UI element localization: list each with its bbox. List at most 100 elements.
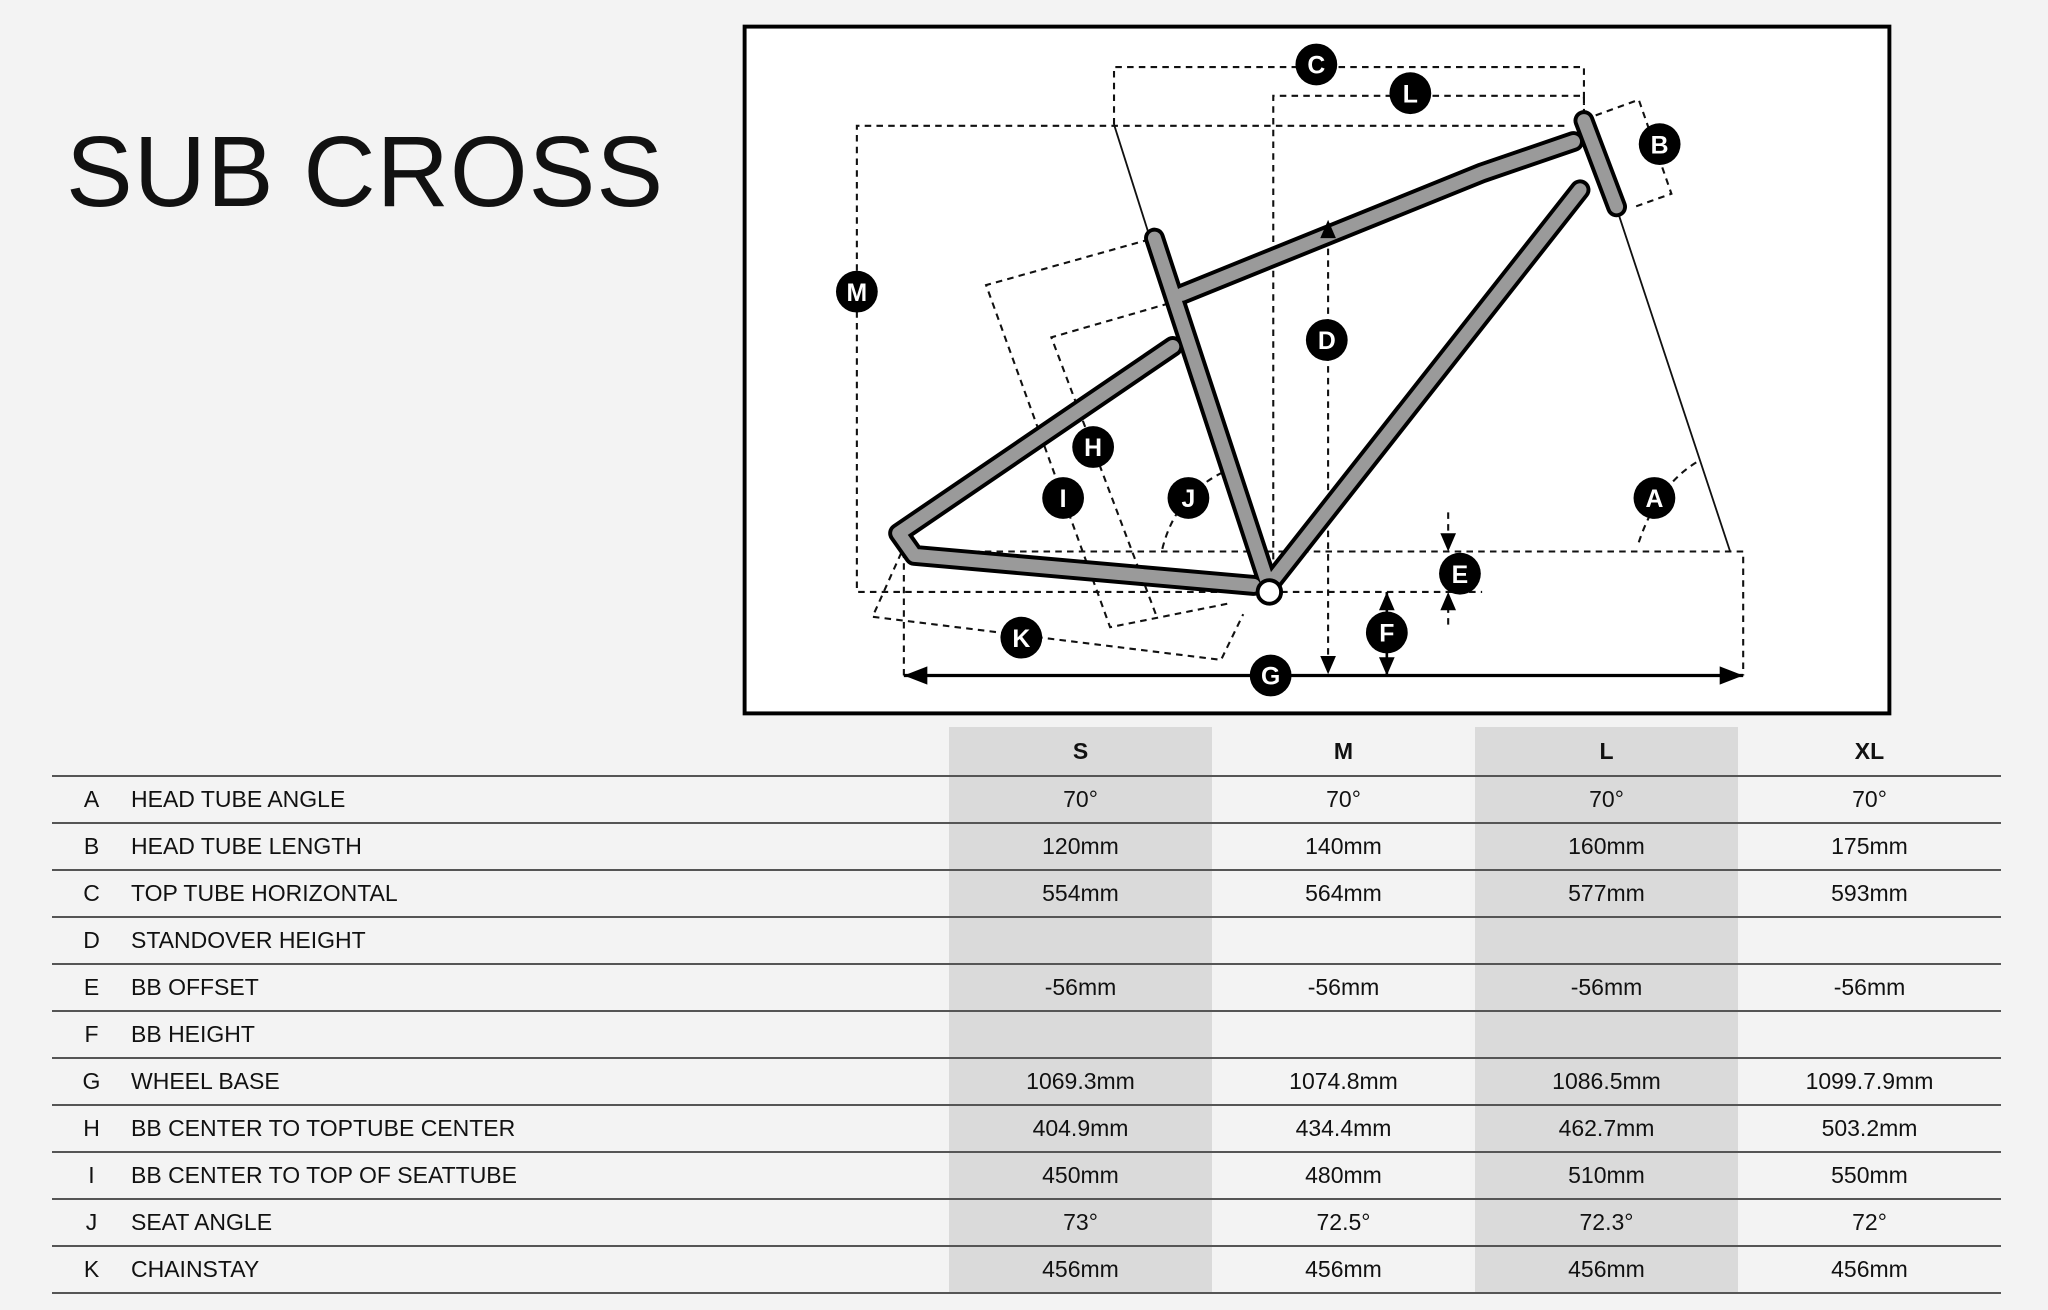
row-value: 70°: [949, 776, 1212, 824]
row-letter: G: [52, 1058, 131, 1106]
row-value: 456mm: [1475, 1246, 1738, 1294]
marker-j: J: [1167, 477, 1210, 519]
row-letter: J: [52, 1199, 131, 1247]
marker-b: B: [1638, 123, 1681, 166]
row-label: STANDOVER HEIGHT: [131, 917, 949, 965]
row-label: WHEEL BASE: [131, 1058, 949, 1106]
row-value: [1212, 1011, 1475, 1059]
row-value: 1099.7.9mm: [1738, 1058, 2001, 1106]
table-row: H BB CENTER TO TOPTUBE CENTER 404.9mm 434.4…: [52, 1105, 2001, 1153]
row-letter: E: [52, 964, 131, 1012]
row-label: CHAINSTAY: [131, 1246, 949, 1294]
table-row: G WHEEL BASE 1069.3mm 1074.8mm 1086.5mm 1099.…: [52, 1058, 2001, 1106]
row-value: 140mm: [1212, 823, 1475, 871]
row-value: [949, 917, 1212, 965]
size-header-s: S: [949, 727, 1212, 777]
table-row: E BB OFFSET -56mm -56mm -56mm -56mm: [52, 964, 2001, 1012]
table-row: I BB CENTER TO TOP OF SEATTUBE 450mm 480mm 5…: [52, 1152, 2001, 1200]
marker-f: F: [1365, 611, 1408, 654]
svg-text:M: M: [847, 280, 868, 307]
row-value: 450mm: [949, 1152, 1212, 1200]
row-value: [1738, 1011, 2001, 1059]
marker-k: K: [1000, 616, 1043, 659]
svg-text:D: D: [1318, 328, 1336, 355]
row-value: -56mm: [1212, 964, 1475, 1012]
table-row: C TOP TUBE HORIZONTAL 554mm 564mm 577mm 593mm: [52, 870, 2001, 918]
size-header-m: M: [1212, 727, 1475, 777]
row-value: 462.7mm: [1475, 1105, 1738, 1153]
row-value: [1475, 1011, 1738, 1059]
row-value: [949, 1011, 1212, 1059]
marker-c: C: [1295, 43, 1338, 86]
table-row: D STANDOVER HEIGHT: [52, 917, 2001, 965]
row-value: 175mm: [1738, 823, 2001, 871]
size-header-xl: XL: [1738, 727, 2001, 777]
svg-text:C: C: [1307, 53, 1325, 80]
row-value: 480mm: [1212, 1152, 1475, 1200]
marker-e: E: [1439, 552, 1481, 595]
svg-text:F: F: [1379, 621, 1394, 648]
table-row: B HEAD TUBE LENGTH 120mm 140mm 160mm 175mm: [52, 823, 2001, 871]
table-row: K CHAINSTAY 456mm 456mm 456mm 456mm: [52, 1246, 2001, 1294]
row-value: 554mm: [949, 870, 1212, 918]
row-value: -56mm: [1738, 964, 2001, 1012]
row-value: 160mm: [1475, 823, 1738, 871]
row-value: 73°: [949, 1199, 1212, 1247]
size-header-l: L: [1475, 727, 1738, 777]
row-value: [1212, 917, 1475, 965]
row-label: HEAD TUBE ANGLE: [131, 776, 949, 824]
row-value: 564mm: [1212, 870, 1475, 918]
row-value: 503.2mm: [1738, 1105, 2001, 1153]
row-label: BB HEIGHT: [131, 1011, 949, 1059]
dimension-lines: [855, 66, 1745, 676]
marker-h: H: [1072, 426, 1115, 468]
row-letter: K: [52, 1246, 131, 1294]
row-value: 70°: [1738, 776, 2001, 824]
dimension-markers: C L B M D H I J A E F K G: [835, 43, 1681, 697]
svg-text:E: E: [1452, 562, 1469, 589]
svg-text:L: L: [1403, 81, 1418, 108]
row-value: 1069.3mm: [949, 1058, 1212, 1106]
svg-text:B: B: [1651, 132, 1669, 159]
svg-text:G: G: [1261, 664, 1280, 691]
marker-d: D: [1305, 319, 1348, 361]
row-label: BB OFFSET: [131, 964, 949, 1012]
row-value: -56mm: [1475, 964, 1738, 1012]
row-letter: A: [52, 776, 131, 824]
row-letter: D: [52, 917, 131, 965]
row-label: HEAD TUBE LENGTH: [131, 823, 949, 871]
svg-text:K: K: [1012, 626, 1030, 653]
table-row: F BB HEIGHT: [52, 1011, 2001, 1059]
svg-text:A: A: [1645, 486, 1663, 513]
row-value: 72.3°: [1475, 1199, 1738, 1247]
row-label: BB CENTER TO TOP OF SEATTUBE: [131, 1152, 949, 1200]
row-letter: B: [52, 823, 131, 871]
geometry-table: S M L XL A HEAD TUBE ANGLE 70° 70° 70° 70° B HE…: [52, 727, 2001, 1294]
row-value: 120mm: [949, 823, 1212, 871]
row-value: 456mm: [949, 1246, 1212, 1294]
row-value: 577mm: [1475, 870, 1738, 918]
row-letter: F: [52, 1011, 131, 1059]
row-letter: H: [52, 1105, 131, 1153]
table-row: A HEAD TUBE ANGLE 70° 70° 70° 70°: [52, 776, 2001, 824]
marker-a: A: [1633, 477, 1676, 519]
marker-l: L: [1389, 72, 1432, 115]
row-value: 1086.5mm: [1475, 1058, 1738, 1106]
svg-text:J: J: [1182, 486, 1196, 513]
row-value: 434.4mm: [1212, 1105, 1475, 1153]
row-value: -56mm: [949, 964, 1212, 1012]
table-header-row: S M L XL: [52, 727, 2001, 777]
page-title: SUB CROSS: [66, 116, 665, 228]
frame-geometry-diagram: C L B M D H I J A E F K G: [742, 24, 1892, 716]
row-label: TOP TUBE HORIZONTAL: [131, 870, 949, 918]
row-value: 593mm: [1738, 870, 2001, 918]
row-value: [1475, 917, 1738, 965]
row-value: 510mm: [1475, 1152, 1738, 1200]
marker-g: G: [1249, 654, 1292, 697]
row-value: 70°: [1212, 776, 1475, 824]
row-value: [1738, 917, 2001, 965]
row-letter: I: [52, 1152, 131, 1200]
row-value: 72°: [1738, 1199, 2001, 1247]
table-row: J SEAT ANGLE 73° 72.5° 72.3° 72°: [52, 1199, 2001, 1247]
diagram-border: [742, 24, 1892, 716]
